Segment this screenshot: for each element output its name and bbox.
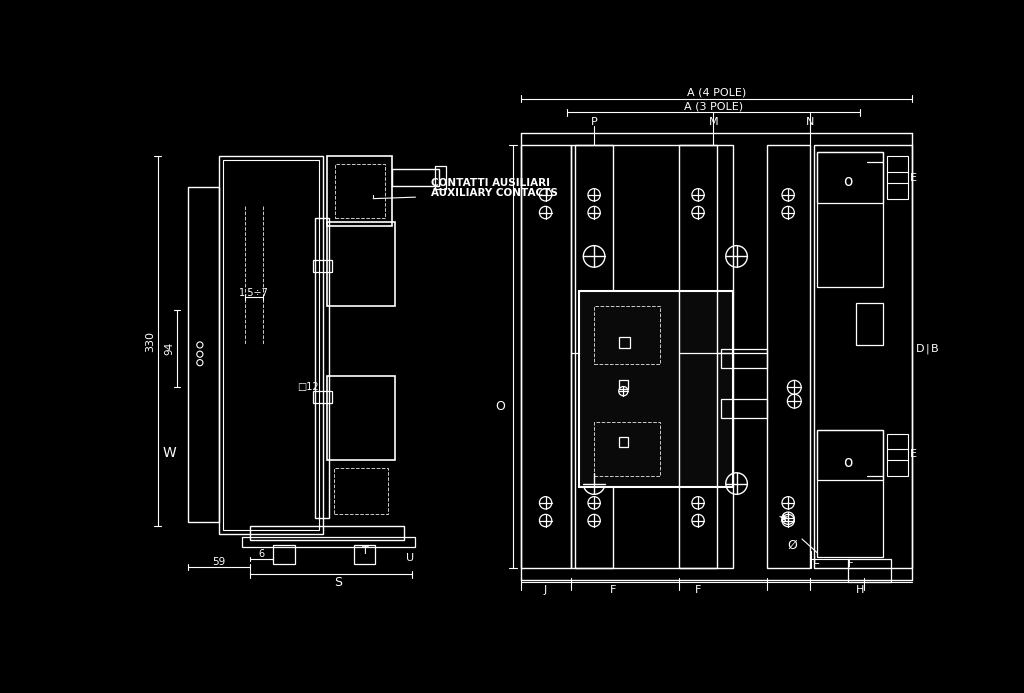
- Text: 1,5÷7: 1,5÷7: [239, 288, 268, 297]
- Text: 330: 330: [144, 331, 155, 351]
- Text: B: B: [931, 344, 938, 354]
- Text: D: D: [915, 344, 924, 354]
- Bar: [313, 261, 332, 272]
- Text: S: S: [335, 576, 342, 588]
- Bar: [315, 218, 330, 518]
- Bar: [435, 166, 446, 189]
- Bar: [817, 430, 883, 480]
- Bar: [313, 391, 332, 403]
- Text: T: T: [362, 546, 369, 556]
- Text: P: P: [591, 116, 597, 127]
- Bar: [856, 303, 883, 345]
- Bar: [223, 160, 319, 529]
- Bar: [392, 169, 438, 186]
- Bar: [571, 145, 733, 568]
- Text: E: E: [910, 449, 918, 459]
- Text: F: F: [848, 559, 854, 570]
- Bar: [679, 145, 717, 568]
- Bar: [250, 526, 403, 540]
- Bar: [887, 434, 908, 476]
- Text: A (4 POLE): A (4 POLE): [687, 87, 746, 98]
- Bar: [817, 152, 883, 202]
- Bar: [817, 430, 883, 556]
- Bar: [327, 157, 392, 226]
- Bar: [594, 422, 659, 476]
- Text: N: N: [806, 116, 814, 127]
- Bar: [618, 337, 630, 348]
- Text: CONTATTI AUSILIARI: CONTATTI AUSILIARI: [431, 178, 550, 188]
- Text: Ø: Ø: [787, 538, 798, 552]
- Bar: [327, 376, 394, 460]
- Bar: [354, 545, 376, 564]
- Bar: [579, 291, 733, 487]
- Text: L: L: [813, 556, 819, 565]
- Bar: [721, 399, 767, 418]
- Bar: [574, 145, 613, 568]
- Text: 94: 94: [165, 342, 175, 356]
- Text: E: E: [910, 173, 918, 183]
- Text: o: o: [844, 174, 853, 189]
- Bar: [521, 145, 571, 568]
- Text: H: H: [856, 585, 864, 595]
- Bar: [767, 145, 810, 568]
- Text: o: o: [844, 455, 853, 471]
- Bar: [273, 545, 295, 564]
- Bar: [327, 222, 394, 306]
- Bar: [243, 538, 416, 547]
- Bar: [721, 349, 767, 368]
- Text: ★: ★: [777, 511, 788, 525]
- Text: A (3 POLE): A (3 POLE): [684, 101, 743, 112]
- Bar: [335, 164, 385, 218]
- Text: 6: 6: [258, 550, 264, 559]
- Bar: [848, 559, 891, 582]
- Text: F: F: [695, 585, 701, 595]
- Bar: [618, 380, 628, 389]
- Bar: [334, 468, 388, 514]
- Text: |: |: [926, 344, 930, 354]
- Bar: [188, 187, 219, 522]
- Text: U: U: [406, 553, 414, 563]
- Text: W: W: [162, 446, 176, 459]
- Bar: [817, 152, 883, 287]
- Text: O: O: [496, 400, 505, 413]
- Bar: [594, 306, 659, 365]
- Text: M: M: [709, 116, 718, 127]
- Text: □12: □12: [297, 383, 318, 392]
- Text: 59: 59: [213, 557, 225, 567]
- Text: J: J: [544, 585, 547, 595]
- Bar: [219, 157, 323, 534]
- Text: AUXILIARY CONTACTS: AUXILIARY CONTACTS: [431, 188, 558, 198]
- Bar: [618, 437, 628, 446]
- Bar: [813, 145, 912, 568]
- Bar: [887, 157, 908, 199]
- Text: F: F: [610, 585, 616, 595]
